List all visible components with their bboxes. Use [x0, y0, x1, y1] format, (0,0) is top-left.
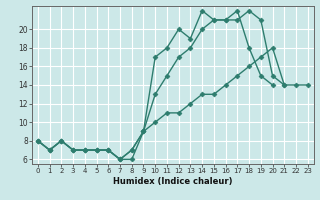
- X-axis label: Humidex (Indice chaleur): Humidex (Indice chaleur): [113, 177, 233, 186]
